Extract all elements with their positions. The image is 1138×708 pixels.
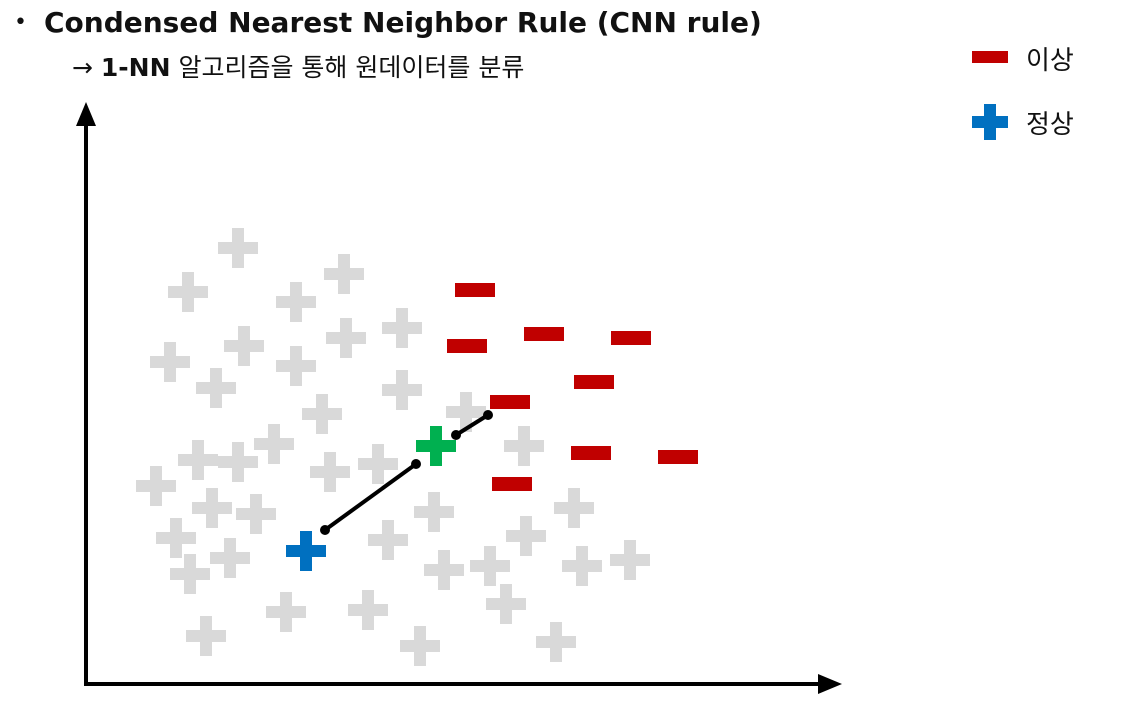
gray-plus-icon (196, 368, 236, 408)
gray-plus-icon (156, 518, 196, 558)
gray-plus-icon (236, 494, 276, 534)
gray-plus-icon (150, 342, 190, 382)
red-minus-icon (611, 331, 651, 345)
right-arrow-icon: → (72, 53, 93, 82)
gray-plus-icon (562, 546, 602, 586)
gray-plus-icon (178, 440, 218, 480)
distance-line-endpoint (483, 410, 493, 420)
gray-plus-icon (554, 488, 594, 528)
gray-plus-icon (324, 254, 364, 294)
legend: 이상 정상 (970, 38, 1074, 166)
gray-plus-icon (446, 392, 486, 432)
gray-plus-icon (400, 626, 440, 666)
distance-line-to-anomaly (454, 413, 490, 437)
gray-plus-icon (382, 370, 422, 410)
gray-plus-icon (310, 452, 350, 492)
legend-item-normal: 정상 (970, 102, 1074, 142)
bullet-icon: • (14, 10, 27, 35)
gray-plus-icon (536, 622, 576, 662)
plus-icon (970, 102, 1010, 142)
legend-minus-shape (972, 51, 1008, 63)
gray-plus-icon (302, 394, 342, 434)
subtitle-algorithm: 1-NN (100, 53, 171, 82)
gray-plus-icon (186, 616, 226, 656)
red-minus-icon (492, 477, 532, 491)
distance-line-endpoint (320, 525, 330, 535)
gray-plus-icon (486, 584, 526, 624)
distance-line-endpoint (451, 430, 461, 440)
gray-plus-icon (504, 426, 544, 466)
gray-plus-icon (254, 424, 294, 464)
query-point-plus-icon (416, 426, 456, 466)
gray-plus-icon (266, 592, 306, 632)
gray-plus-icon (358, 444, 398, 484)
red-minus-icon (574, 375, 614, 389)
gray-plus-icon (210, 538, 250, 578)
gray-plus-icon (368, 520, 408, 560)
legend-item-anomaly: 이상 (970, 38, 1074, 78)
red-minus-icon (658, 450, 698, 464)
red-minus-icon (447, 339, 487, 353)
gray-plus-icon (218, 228, 258, 268)
red-minus-icon (571, 446, 611, 460)
gray-plus-icon (326, 318, 366, 358)
gray-plus-icon (276, 282, 316, 322)
gray-plus-icon (506, 516, 546, 556)
legend-plus-shape (972, 104, 1008, 140)
gray-plus-icon (424, 550, 464, 590)
legend-label-anomaly: 이상 (1026, 45, 1074, 76)
distance-line-to-normal (323, 462, 418, 532)
gray-plus-group (136, 228, 650, 666)
gray-plus-icon (348, 590, 388, 630)
gray-plus-icon (382, 308, 422, 348)
gray-plus-icon (170, 554, 210, 594)
normal-prototype-plus-icon (286, 531, 326, 571)
gray-plus-icon (218, 442, 258, 482)
subtitle-text: 알고리즘을 통해 원데이터를 분류 (170, 53, 525, 82)
y-axis-arrow-icon (76, 102, 96, 126)
red-minus-icon (455, 283, 495, 297)
gray-plus-icon (168, 272, 208, 312)
title-line: • Condensed Nearest Neighbor Rule (CNN ru… (14, 6, 762, 39)
gray-plus-icon (470, 546, 510, 586)
gray-plus-icon (224, 326, 264, 366)
x-axis-arrow-icon (818, 674, 842, 694)
gray-plus-icon (610, 540, 650, 580)
red-minus-icon (524, 327, 564, 341)
gray-plus-icon (414, 492, 454, 532)
red-minus-group (447, 283, 698, 491)
subtitle-line: → 1-NN 알고리즘을 통해 원데이터를 분류 (72, 48, 524, 84)
gray-plus-icon (276, 346, 316, 386)
page-title: Condensed Nearest Neighbor Rule (CNN rul… (44, 6, 762, 39)
distance-line-endpoint (411, 459, 421, 469)
legend-label-normal: 정상 (1026, 109, 1074, 140)
gray-plus-icon (192, 488, 232, 528)
red-minus-icon (490, 395, 530, 409)
minus-icon (970, 38, 1010, 78)
gray-plus-icon (136, 466, 176, 506)
